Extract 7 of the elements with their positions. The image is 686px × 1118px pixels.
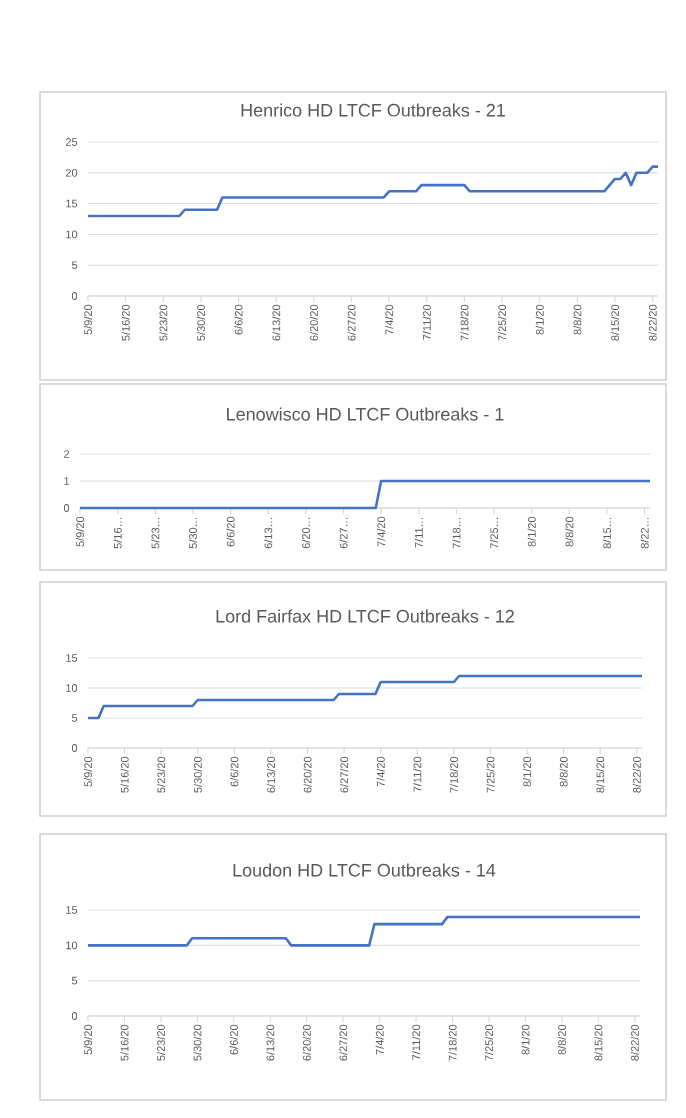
line-series [86, 915, 642, 947]
line-series [86, 165, 660, 218]
line-series [86, 674, 644, 720]
chart-title: Loudon HD LTCF Outbreaks - 14 [233, 863, 496, 877]
chart-title: Henrico HD LTCF Outbreaks - 21 [241, 103, 505, 117]
chart-title: Lord Fairfax HD LTCF Outbreaks - 12 [216, 609, 514, 623]
chart-title: Lenowisco HD LTCF Outbreaks - 1 [227, 407, 504, 421]
